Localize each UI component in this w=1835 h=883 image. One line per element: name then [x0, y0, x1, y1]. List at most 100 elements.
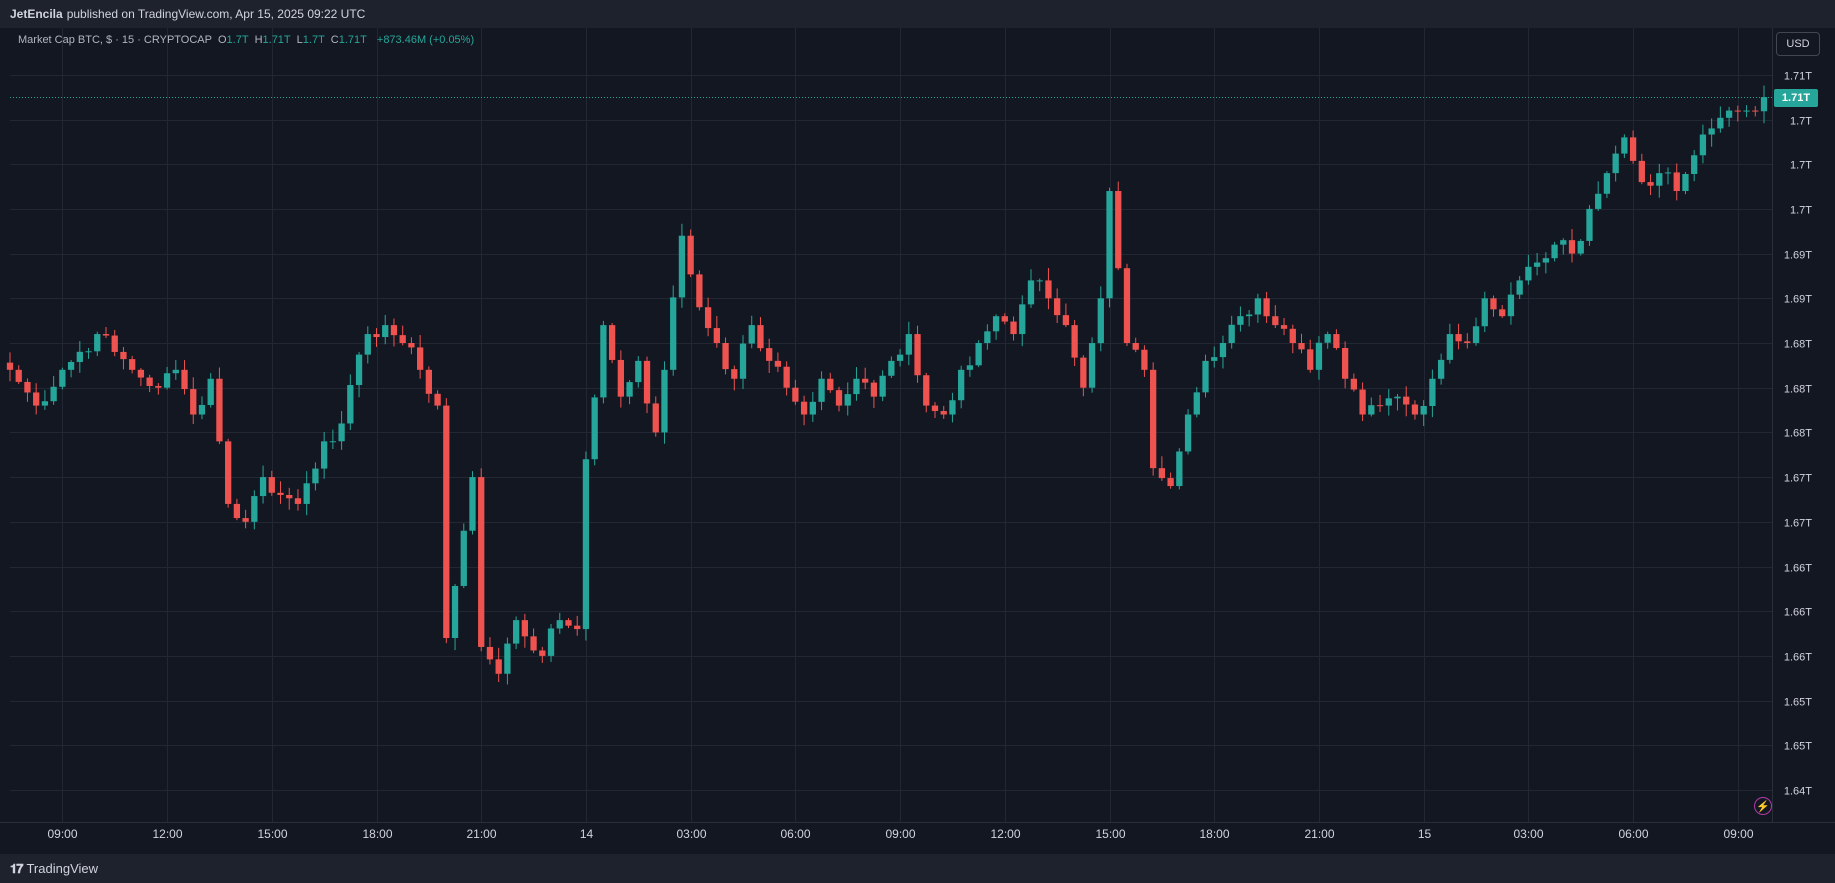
candle-body-up: [1228, 324, 1235, 343]
candle-body-up: [591, 397, 598, 460]
y-tick-label: 1.68T: [1784, 339, 1812, 351]
candle-body-up: [1036, 280, 1043, 282]
candle-body-up: [984, 331, 991, 343]
candle-body-down: [1280, 325, 1288, 329]
candle-body-down: [713, 328, 720, 343]
candle-body-down: [792, 387, 799, 402]
candle-body-up: [1324, 334, 1331, 343]
candle-body-up: [809, 401, 816, 415]
candle-body-up: [1019, 304, 1026, 335]
candle-body-down: [1298, 343, 1305, 350]
y-tick-label: 1.69T: [1784, 294, 1812, 306]
candle-body-up: [329, 441, 337, 443]
y-tick-label: 1.66T: [1784, 607, 1812, 619]
candle-body-up: [355, 354, 363, 386]
candle-body-up: [1760, 97, 1768, 112]
candle-body-up: [382, 325, 389, 338]
candle-body-up: [94, 334, 101, 352]
candle-body-up: [312, 468, 319, 484]
candle-body-up: [303, 483, 310, 504]
x-tick-label: 18:00: [362, 827, 392, 841]
candle-body-up: [1717, 117, 1724, 129]
candle-body-up: [1420, 406, 1427, 415]
y-tick-label: 1.68T: [1784, 384, 1812, 396]
candle-body-down: [102, 334, 110, 336]
candle-body-up: [1586, 208, 1593, 241]
candle-body-down: [15, 369, 22, 382]
currency-button[interactable]: USD: [1776, 32, 1820, 56]
candle-body-down: [120, 351, 127, 360]
candle-body-down: [425, 369, 433, 394]
close-value: 1.71T: [338, 34, 367, 46]
candle-body-up: [1193, 392, 1200, 415]
author-name[interactable]: JetEncila: [10, 7, 63, 21]
candle-body-up: [1577, 240, 1584, 254]
candle-body-up: [879, 375, 886, 397]
change-value: +873.46M (+0.05%): [376, 34, 475, 46]
candle-body-down: [24, 381, 31, 393]
candle-body-up: [198, 404, 206, 415]
candle-body-up: [905, 334, 912, 355]
lightning-icon[interactable]: ⚡: [1754, 797, 1772, 815]
candle-body-up: [1472, 326, 1480, 343]
candle-body-down: [835, 390, 843, 406]
brand-name: TradingView: [26, 861, 99, 876]
candle-body-up: [1621, 137, 1628, 154]
candle-body-up: [1699, 134, 1707, 156]
y-tick-label: 1.7T: [1790, 160, 1812, 172]
x-tick-label: 15: [1418, 827, 1432, 841]
candle-body-up: [1656, 173, 1663, 186]
candle-body-up: [1368, 405, 1375, 415]
candle-body-up: [1429, 378, 1436, 407]
candle-body-up: [59, 369, 66, 387]
candle-body-up: [739, 343, 747, 379]
symbol-title[interactable]: Market Cap BTC, $ · 15 · CRYPTOCAP: [18, 34, 212, 46]
candle-body-up: [338, 423, 345, 442]
tradingview-logo[interactable]: 𝟏𝟕 TradingView: [10, 861, 98, 877]
candle-body-down: [1341, 348, 1349, 379]
published-text: published on TradingView.com, Apr 15, 20…: [66, 7, 366, 21]
candle-body-up: [635, 360, 642, 383]
candle-body-down: [862, 378, 869, 383]
candle-body-up: [504, 643, 511, 674]
candle-body-up: [888, 360, 895, 376]
tradingview-icon: 𝟏𝟕: [10, 860, 24, 876]
candle-body-down: [1403, 396, 1410, 405]
candle-body-up: [172, 369, 179, 374]
candle-body-down: [1752, 110, 1759, 112]
x-tick-label: 09:00: [885, 827, 915, 841]
candle-body-down: [233, 503, 241, 519]
candle-body-down: [800, 401, 808, 415]
candle-body-up: [251, 496, 258, 522]
candle-body-up: [1708, 128, 1715, 135]
candle-body-down: [399, 335, 406, 343]
candle-body-up: [582, 459, 590, 630]
candle-body-down: [373, 334, 380, 338]
candle-body-up: [1394, 396, 1401, 399]
candle-body-up: [67, 361, 75, 370]
candle-body-down: [827, 378, 834, 391]
candle-body-down: [1568, 240, 1576, 254]
candle-body-down: [1054, 298, 1061, 316]
candle-body-up: [1682, 174, 1689, 192]
candle-body-up: [1516, 280, 1523, 295]
y-tick-label: 1.68T: [1784, 428, 1812, 440]
y-tick-label: 1.66T: [1784, 563, 1812, 575]
candle-body-down: [181, 369, 188, 390]
x-tick-label: 03:00: [676, 827, 706, 841]
low-value: 1.7T: [302, 34, 325, 46]
candle-body-down: [478, 477, 485, 647]
candle-body-down: [111, 335, 118, 352]
candle-body-down: [722, 343, 729, 370]
candle-body-up: [1481, 298, 1488, 327]
x-tick-label: 15:00: [257, 827, 287, 841]
candle-body-down: [1350, 378, 1358, 390]
candle-body-down: [294, 498, 302, 504]
candle-body-down: [617, 359, 624, 397]
candle-body-up: [1542, 258, 1549, 263]
candle-body-down: [1010, 321, 1017, 335]
candle-body-up: [207, 378, 214, 405]
y-tick-label: 1.64T: [1784, 786, 1812, 798]
candle-body-up: [1533, 262, 1541, 267]
